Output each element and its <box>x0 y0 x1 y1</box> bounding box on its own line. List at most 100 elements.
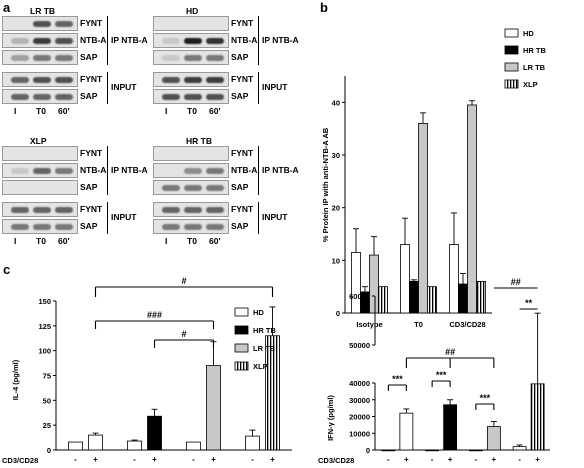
bar <box>443 404 458 451</box>
legend-swatch <box>504 79 519 89</box>
blot-row-label: SAP <box>231 52 249 62</box>
bar <box>427 286 437 314</box>
bracket-line <box>258 146 259 195</box>
bracket-label: IP NTB-A <box>262 34 299 45</box>
condition-tick-label: + <box>211 455 216 464</box>
condition-tick-label: + <box>535 455 540 464</box>
blot-band <box>11 55 29 61</box>
bar <box>127 440 142 451</box>
bracket-line <box>107 146 108 195</box>
y-tick-label: 60000 <box>349 292 370 301</box>
blot-band <box>162 224 180 230</box>
blot-strip <box>2 33 78 48</box>
blot-row-label: SAP <box>231 221 249 231</box>
blot-strip <box>153 33 229 48</box>
y-tick-label: 0 <box>366 446 370 455</box>
bracket-line <box>258 16 259 65</box>
bracket-label: IP NTB-A <box>262 164 299 175</box>
bar <box>68 441 83 451</box>
blot-band <box>55 38 73 44</box>
legend-label: HR TB <box>253 326 276 335</box>
blot-lrtb: LR TB FYNT NTB-A SAP FYNT SAP IP NTB-A INPUT I T0… <box>2 6 152 136</box>
significance-label: ## <box>445 347 455 357</box>
blot-strip <box>153 202 229 217</box>
condition-tick-label: - <box>387 455 390 464</box>
bracket-label: INPUT <box>262 212 288 222</box>
condition-tick-label: + <box>404 455 409 464</box>
bar <box>486 426 501 451</box>
significance-label: # <box>181 329 186 339</box>
condition-tick-label: + <box>93 455 98 464</box>
y-axis-label: IFN-γ (pg/ml) <box>326 395 335 441</box>
blot-row-label: SAP <box>80 91 98 101</box>
blot-band <box>11 224 29 230</box>
blot-row-label: FYNT <box>80 74 103 84</box>
blot-band <box>33 207 51 213</box>
blot-hrtb: HR TB FYNT NTB-A SAP FYNT SAP IP NTB-A INPUT I T0… <box>153 136 303 266</box>
y-tick-label: 50000 <box>349 341 370 350</box>
blot-strip <box>153 146 229 161</box>
blot-band <box>162 94 180 100</box>
blot-strip <box>2 89 78 104</box>
blot-title: LR TB <box>30 6 56 16</box>
blot-row-label: NTB-A <box>231 165 258 175</box>
y-tick-label: 150 <box>38 297 51 306</box>
bar <box>369 254 379 314</box>
legend-swatch <box>234 325 249 335</box>
blot-strip <box>153 72 229 87</box>
significance-label: *** <box>480 393 491 403</box>
y-tick-label: 30000 <box>349 396 370 405</box>
lane-label: I <box>14 106 17 116</box>
blot-band <box>184 207 202 213</box>
blot-band <box>162 38 180 44</box>
legend-swatch <box>504 28 519 38</box>
blot-band <box>55 207 73 213</box>
bar <box>530 383 545 451</box>
y-tick-label: 25 <box>43 421 51 430</box>
blot-row-label: FYNT <box>80 148 103 158</box>
blot-strip <box>2 16 78 31</box>
bar <box>468 449 483 452</box>
blot-band <box>184 168 202 174</box>
y-axis-label: % Protein IP with anti-NTB-A AB <box>321 127 330 242</box>
blot-strip <box>153 180 229 195</box>
bracket-line <box>258 72 259 104</box>
blot-band <box>206 207 224 213</box>
blot-row-label: FYNT <box>231 148 254 158</box>
blot-strip <box>2 146 78 161</box>
legend-swatch <box>504 45 519 55</box>
blot-band <box>206 185 224 191</box>
blot-row-label: SAP <box>80 182 98 192</box>
blot-band <box>184 38 202 44</box>
bar <box>425 449 440 452</box>
bracket-line <box>107 16 108 65</box>
legend-label: XLP <box>253 362 268 371</box>
bar <box>245 435 260 451</box>
blot-band <box>184 77 202 83</box>
bracket-label: INPUT <box>111 212 137 222</box>
y-tick-label: 125 <box>38 322 51 331</box>
y-tick-label: 0 <box>47 446 51 455</box>
blot-row-label: NTB-A <box>231 35 258 45</box>
lane-label: 60' <box>209 236 221 246</box>
blot-title: HD <box>186 6 199 16</box>
legend-label: LR TB <box>523 63 546 72</box>
bar <box>400 244 410 314</box>
y-tick-label: 20 <box>332 204 340 213</box>
condition-tick-label: - <box>518 455 521 464</box>
blot-band <box>55 77 73 83</box>
condition-tick-label: - <box>74 455 77 464</box>
blot-strip <box>2 163 78 178</box>
blot-strip <box>2 202 78 217</box>
bar <box>467 104 477 314</box>
legend-swatch <box>504 62 519 72</box>
blot-strip <box>153 16 229 31</box>
bar <box>458 283 468 314</box>
bracket-label: IP NTB-A <box>111 164 148 175</box>
bar <box>265 335 280 451</box>
blot-band <box>206 55 224 61</box>
blot-band <box>206 94 224 100</box>
y-tick-label: 75 <box>43 372 51 381</box>
blot-band <box>55 224 73 230</box>
condition-tick-label: + <box>448 455 453 464</box>
